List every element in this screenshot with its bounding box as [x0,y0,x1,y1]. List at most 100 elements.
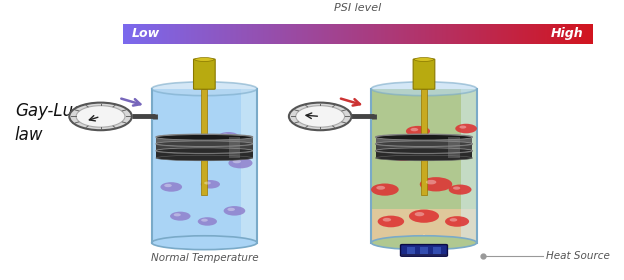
Bar [336,24,339,44]
Ellipse shape [156,148,253,153]
Bar [329,24,331,44]
Bar [266,24,268,44]
Bar [573,24,576,44]
Bar [202,89,207,195]
Bar [238,24,240,44]
Circle shape [445,216,469,227]
Circle shape [381,139,388,142]
Bar [156,151,253,158]
Circle shape [377,137,399,147]
Bar [335,24,337,44]
Circle shape [222,134,229,137]
Bar [585,24,587,44]
Ellipse shape [371,82,477,96]
Bar [311,24,314,44]
Circle shape [183,143,202,151]
Bar [288,24,290,44]
Bar [236,24,238,44]
Text: Normal Temperature: Normal Temperature [150,253,258,263]
Bar [500,24,502,44]
Bar [407,24,409,44]
Bar [272,24,275,44]
Bar [540,24,543,44]
Bar [180,24,182,44]
Bar [539,24,541,44]
Bar [177,24,178,44]
Bar [170,24,172,44]
Bar [371,89,477,243]
Bar [406,24,408,44]
Bar [156,24,158,44]
Bar [439,24,441,44]
Bar [296,24,298,44]
Text: Gay-Lussac's
law: Gay-Lussac's law [15,102,123,144]
Bar [427,24,430,44]
Bar [211,24,213,44]
Text: PSI level: PSI level [334,3,381,13]
Bar [376,24,378,44]
Bar [198,24,201,44]
Bar [271,24,273,44]
Bar [437,24,439,44]
Circle shape [389,149,416,161]
Bar [360,24,363,44]
Bar [144,24,145,44]
Bar [376,151,472,158]
Bar [150,24,152,44]
Bar [412,24,414,44]
Bar [274,24,276,44]
Circle shape [160,182,182,192]
Bar [277,24,279,44]
Bar [417,24,419,44]
Bar [280,24,282,44]
Bar [258,24,260,44]
Bar [222,24,224,44]
Bar [145,24,147,44]
Circle shape [227,208,235,211]
Bar [165,24,168,44]
Bar [484,24,486,44]
FancyBboxPatch shape [401,244,447,256]
Circle shape [218,132,238,141]
Bar [255,24,257,44]
Bar [390,24,392,44]
Bar [553,24,555,44]
Bar [505,24,507,44]
Bar [244,24,246,44]
Bar [411,24,412,44]
Bar [256,24,259,44]
Circle shape [223,206,245,216]
Bar [223,24,226,44]
Bar [440,24,442,44]
Bar [547,24,549,44]
Bar [131,24,133,44]
Bar [362,24,364,44]
Text: Low: Low [132,27,160,40]
Bar [492,24,494,44]
Bar [426,24,428,44]
Bar [429,24,431,44]
Bar [190,24,193,44]
Bar [142,24,144,44]
Bar [473,24,475,44]
Bar [230,24,232,44]
Circle shape [186,144,193,147]
Bar [560,24,562,44]
Bar [421,89,427,195]
Bar [149,24,150,44]
Bar [278,24,281,44]
Bar [213,24,215,44]
Bar [530,24,532,44]
Bar [175,24,177,44]
Bar [371,24,373,44]
Circle shape [453,186,461,190]
Bar [482,24,485,44]
Bar [485,24,488,44]
Bar [183,24,185,44]
Bar [304,24,306,44]
Bar [454,24,457,44]
Ellipse shape [156,134,253,140]
Bar [577,24,579,44]
Bar [203,24,205,44]
Bar [564,24,567,44]
